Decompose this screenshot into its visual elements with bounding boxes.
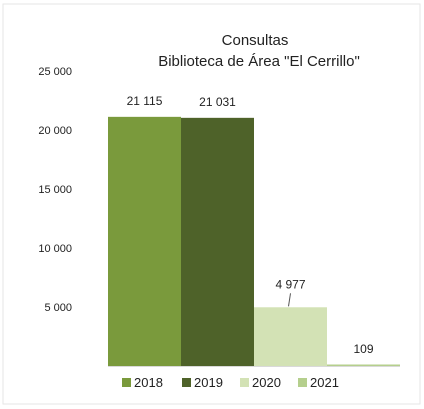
y-tick-label: 20 000 [38, 125, 72, 137]
bar-2018 [108, 116, 181, 366]
legend-swatch-2021 [298, 378, 307, 387]
y-tick-label: 5 000 [44, 302, 72, 314]
legend-swatch-2019 [182, 378, 191, 387]
legend-label-2020: 2020 [252, 375, 281, 390]
legend-swatch-2018 [122, 378, 131, 387]
legend-label-2021: 2021 [310, 375, 339, 390]
data-label-2019: 21 031 [199, 95, 236, 109]
data-label-2018: 21 115 [127, 94, 163, 108]
y-tick-label: 15 000 [38, 184, 72, 196]
data-label-2020: 4 977 [275, 277, 305, 291]
bar-2021 [327, 364, 400, 366]
leader-line [288, 293, 291, 307]
bar-2020 [254, 307, 327, 366]
legend-label-2018: 2018 [134, 375, 163, 390]
chart-subtitle: Biblioteca de Área "El Cerrillo" [158, 53, 360, 70]
bars [108, 116, 400, 366]
y-axis-ticks: 5 000 10 000 15 000 20 000 25 000 [38, 66, 72, 314]
chart-border [2, 3, 421, 405]
leader-lines [288, 293, 291, 307]
y-tick-label: 10 000 [38, 243, 72, 255]
legend: 2018 2019 2020 2021 [122, 375, 339, 390]
legend-label-2019: 2019 [194, 375, 223, 390]
bar-2019 [181, 117, 254, 366]
data-label-2021: 109 [353, 342, 373, 356]
data-labels: 21 115 21 031 4 977 109 [127, 94, 374, 356]
legend-swatch-2020 [240, 378, 249, 387]
y-tick-label: 25 000 [38, 66, 72, 78]
chart-title: Consultas [222, 32, 289, 49]
